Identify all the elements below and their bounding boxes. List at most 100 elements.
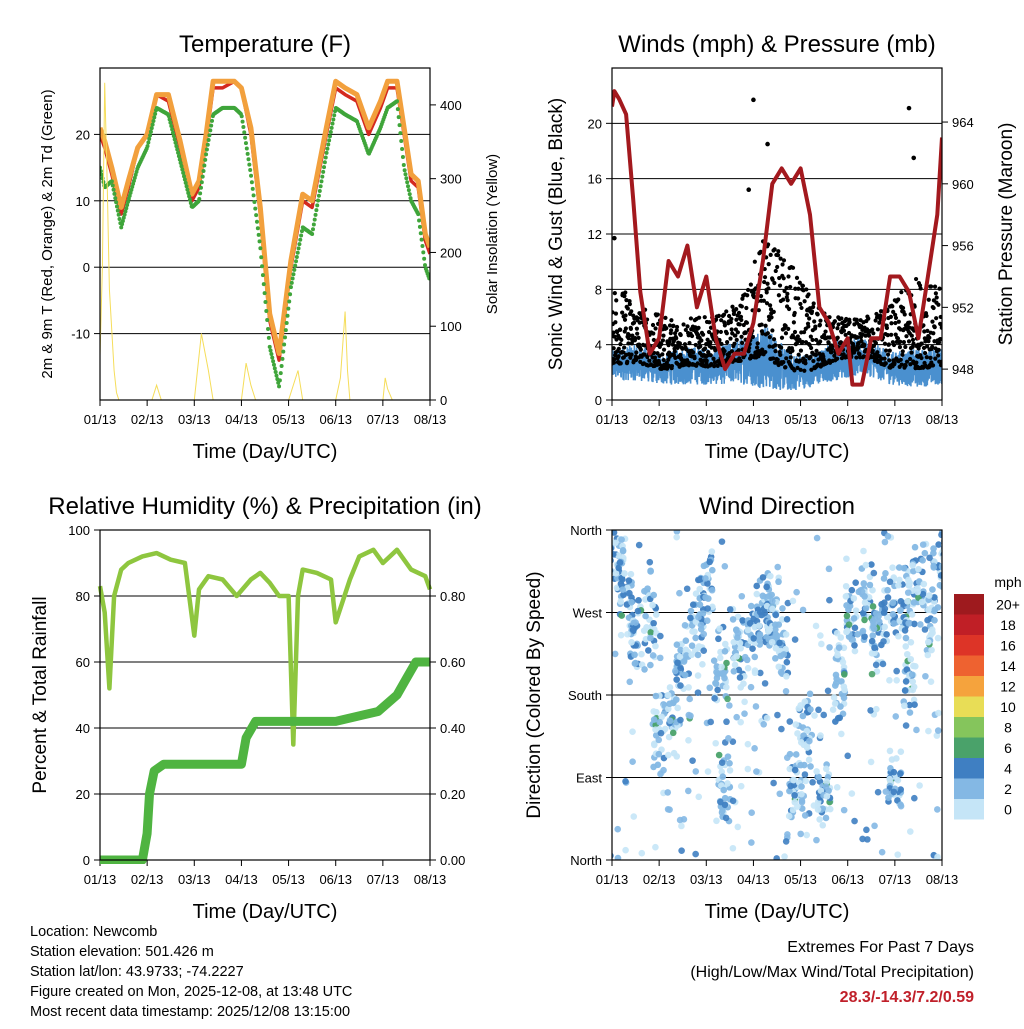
direction-point <box>708 548 716 555</box>
gust-point <box>911 341 916 346</box>
y-tick-label: East <box>576 771 602 786</box>
direction-point <box>920 580 928 588</box>
dewpoint-point <box>396 115 401 120</box>
direction-point <box>843 602 850 609</box>
dewpoint-point <box>282 342 287 347</box>
direction-point <box>775 621 783 628</box>
dewpoint-point <box>187 197 192 202</box>
gust-point <box>887 358 892 363</box>
direction-point <box>704 580 711 587</box>
dewpoint-point <box>100 169 103 174</box>
x-tick-label: 07/13 <box>879 872 912 887</box>
direction-point <box>643 623 650 631</box>
direction-point <box>737 782 745 790</box>
direction-point <box>879 660 887 668</box>
dewpoint-point <box>258 246 263 251</box>
colorbar-swatch <box>954 614 984 635</box>
x-tick-label: 06/13 <box>831 872 864 887</box>
direction-point <box>881 599 888 607</box>
gust-point <box>936 353 941 358</box>
dewpoint-point <box>332 113 337 118</box>
gust-point <box>626 341 631 346</box>
gust-point <box>758 249 763 254</box>
direction-point <box>840 694 848 702</box>
direction-point <box>683 652 690 659</box>
direction-point <box>710 657 718 665</box>
gust-point <box>741 322 746 328</box>
gust-point <box>926 297 931 302</box>
dewpoint-point <box>296 246 301 251</box>
gust-point <box>622 317 628 322</box>
direction-point <box>702 575 709 582</box>
dewpoint-point <box>331 117 336 122</box>
gust-point <box>613 320 618 325</box>
dewpoint-point <box>419 237 424 242</box>
direction-point <box>907 638 915 646</box>
direction-point <box>927 678 935 686</box>
gust-point <box>777 275 782 281</box>
direction-point <box>884 586 891 594</box>
dewpoint-point <box>293 263 298 268</box>
dewpoint-point <box>259 255 264 260</box>
direction-point <box>916 782 923 789</box>
direction-point <box>897 786 905 793</box>
gust-point <box>792 310 797 316</box>
direction-point <box>889 564 896 571</box>
gust-point <box>795 334 800 339</box>
direction-point <box>617 598 625 605</box>
direction-point <box>911 543 919 551</box>
direction-point <box>692 634 699 642</box>
gust-point <box>761 298 766 303</box>
direction-point <box>652 843 659 851</box>
gust-point <box>931 331 936 336</box>
direction-point <box>708 586 716 594</box>
gust-point <box>765 331 770 336</box>
colorbar-swatch <box>954 594 984 615</box>
direction-point <box>737 645 744 652</box>
direction-point <box>741 698 748 706</box>
dewpoint-point <box>120 222 125 227</box>
gust-point <box>663 315 668 320</box>
direction-point <box>851 641 858 649</box>
direction-point <box>769 597 776 605</box>
direction-point <box>612 530 618 536</box>
chart-title: Temperature (F) <box>179 31 351 58</box>
direction-point <box>839 658 847 666</box>
dewpoint-point <box>109 179 114 184</box>
dewpoint-point <box>177 157 182 162</box>
gust-point <box>769 315 774 320</box>
x-tick-label: 01/13 <box>596 872 629 887</box>
dewpoint-point <box>263 300 268 305</box>
gust-point <box>900 305 906 311</box>
chart-title: Winds (mph) & Pressure (mb) <box>618 31 935 58</box>
direction-point <box>919 590 927 598</box>
dewpoint-point <box>149 126 154 131</box>
gust-point <box>730 304 735 309</box>
direction-point <box>895 564 903 571</box>
direction-point <box>907 655 915 663</box>
dewpoint-point <box>242 130 247 135</box>
direction-point <box>862 604 870 612</box>
gust-point <box>759 322 764 327</box>
direction-point <box>628 598 635 606</box>
direction-point <box>715 751 723 759</box>
gust-point <box>835 335 840 340</box>
gust-point <box>836 322 841 327</box>
gust-point <box>712 364 717 369</box>
direction-point <box>840 806 848 814</box>
gust-point <box>832 319 837 324</box>
gust-point <box>739 334 744 339</box>
direction-point <box>641 666 648 673</box>
dewpoint-point <box>261 282 266 287</box>
direction-point <box>718 538 726 545</box>
dewpoint-point <box>247 162 252 167</box>
dewpoint-point <box>320 174 325 179</box>
dewpoint-point <box>210 118 215 123</box>
direction-point <box>797 739 805 746</box>
gust-point <box>923 339 928 344</box>
dewpoint-point <box>406 184 411 189</box>
direction-point <box>676 653 684 661</box>
gust-point <box>930 363 936 368</box>
direction-point <box>672 696 680 703</box>
direction-point <box>798 783 805 790</box>
